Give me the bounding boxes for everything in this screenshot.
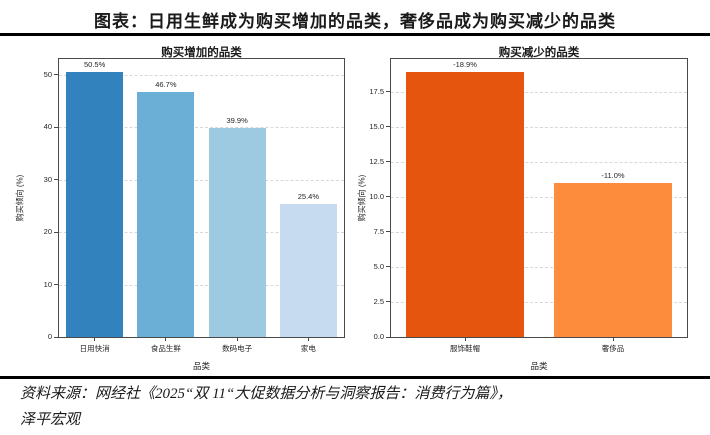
x-tick-mark [464, 337, 466, 341]
y-tick-mark [54, 284, 58, 286]
source-note: 资料来源：网经社《2025“双 11“大促数据分析与洞察报告：消费行为篇》， 泽… [20, 381, 700, 433]
source-line-2: 泽平宏观 [20, 412, 81, 428]
y-tick-label: 17.5 [369, 86, 384, 96]
y-tick-mark [54, 231, 58, 233]
gridline [59, 232, 344, 234]
bar-服饰鞋帽 [405, 72, 525, 337]
page-title: 图表：日用生鲜成为购买增加的品类，奢侈品成为购买减少的品类 [94, 12, 616, 31]
x-axis-label-increase: 品类 [192, 361, 210, 371]
bar-value-label: 39.9% [226, 115, 248, 125]
y-tick-label: 0.0 [373, 332, 384, 341]
bar-value-label: 25.4% [297, 191, 320, 201]
bar-日用快消 [66, 72, 124, 337]
x-tick-label: 服饰鞋帽 [450, 344, 480, 353]
x-tick-label: 食品生鲜 [150, 344, 181, 353]
y-tick-mark [386, 336, 390, 338]
x-tick-mark [612, 337, 614, 341]
source-line-1: 资料来源：网经社《2025“双 11“大促数据分析与洞察报告：消费行为篇》， [20, 386, 512, 402]
gridline [391, 231, 687, 233]
gridline [59, 127, 344, 129]
y-tick-label: 50 [43, 69, 52, 79]
y-tick-mark [54, 179, 58, 181]
y-tick-label: 20 [43, 227, 52, 237]
bar-value-label: -18.9% [453, 60, 477, 70]
y-tick-mark [386, 126, 390, 128]
y-tick-label: 2.5 [373, 296, 384, 306]
bar-家电 [279, 203, 337, 337]
plot-area-decrease: 0.0 2.5 5.0 7.5 10.0 12.5 15.0 17.5 -18.9% 服饰鞋帽 -1… [369, 58, 688, 353]
y-tick-label: 7.5 [373, 226, 384, 236]
x-tick-label: 数码电子 [222, 344, 253, 353]
gridline [391, 196, 687, 198]
y-tick-mark [54, 336, 58, 338]
gridline [391, 91, 687, 93]
y-tick-label: 40 [43, 122, 52, 132]
y-tick-label: 15.0 [369, 121, 384, 131]
gridline [59, 74, 344, 76]
bar-奢侈品 [553, 182, 673, 337]
gridline [59, 179, 344, 181]
y-tick-mark [386, 301, 390, 303]
x-axis-label-decrease: 品类 [530, 361, 548, 371]
gridline [391, 301, 687, 303]
figure: 购买增加的品类 购买减少的品类 购买倾向 (%) 购买倾向 (%) 0 10 20 3… [0, 36, 710, 376]
bar-value-label: -11.0% [601, 170, 625, 180]
y-tick-mark [386, 196, 390, 198]
chart-title-increase: 购买增加的品类 [161, 47, 242, 59]
x-tick-mark [94, 337, 96, 341]
y-tick-mark [386, 91, 390, 93]
x-tick-label: 家电 [300, 344, 316, 353]
x-tick-mark [236, 337, 238, 341]
gridline [59, 284, 344, 286]
y-tick-label: 5.0 [373, 261, 384, 271]
gridline [391, 126, 687, 128]
y-tick-label: 12.5 [369, 156, 384, 166]
x-tick-mark [307, 337, 309, 341]
y-tick-mark [386, 231, 390, 233]
bar-食品生鲜 [137, 92, 195, 337]
y-tick-label: 0 [47, 332, 52, 341]
y-tick-label: 10.0 [369, 191, 384, 201]
x-tick-mark [165, 337, 167, 341]
y-tick-mark [54, 74, 58, 76]
bottom-divider [0, 376, 710, 379]
x-tick-label: 奢侈品 [601, 344, 625, 353]
bar-value-label: 50.5% [83, 60, 106, 70]
plot-area-increase: 0 10 20 30 40 50 50.5% 日用快消 46.7% 食品生鲜 39.9% 数码电子 25… [44, 58, 345, 353]
gridline [391, 266, 687, 268]
bar-数码电子 [208, 127, 266, 337]
y-tick-label: 30 [43, 174, 52, 184]
x-tick-label: 日用快消 [79, 344, 110, 353]
y-tick-label: 10 [43, 279, 52, 289]
bar-value-label: 46.7% [155, 80, 177, 90]
y-tick-mark [386, 161, 390, 163]
chart-title-decrease: 购买减少的品类 [498, 47, 580, 59]
top-divider [0, 33, 710, 36]
y-tick-mark [386, 266, 390, 268]
y-tick-mark [54, 126, 58, 128]
gridline [391, 161, 687, 163]
